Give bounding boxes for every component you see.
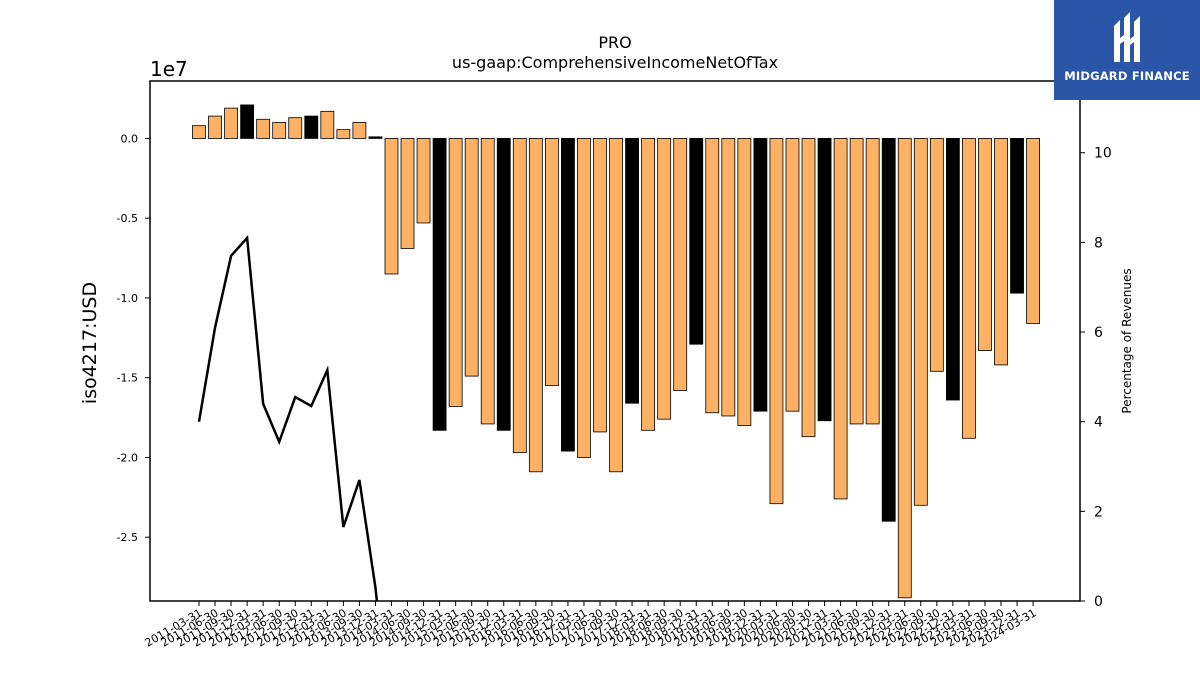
y2-tick-label: 2 [1094, 504, 1103, 520]
bar-2012-03-31 [256, 118, 271, 139]
bar-2012-06-30 [272, 122, 287, 139]
bar-2011-12-31 [240, 104, 255, 139]
y2-tick-label: 6 [1094, 325, 1103, 341]
y2-tick-label: 0 [1094, 594, 1103, 610]
bar-2020-09-30 [801, 138, 816, 438]
revenue-pct-line [197, 234, 379, 601]
y2-tick-label: 4 [1094, 415, 1103, 431]
y-tick-label: -2.5 [117, 531, 138, 544]
bar-2015-09-30 [480, 138, 495, 425]
y-tick-label: 0.0 [121, 132, 139, 145]
y2-tick-label: 10 [1094, 146, 1112, 162]
y2-axis-ticks: 0 2 4 6 8 10 [1080, 146, 1112, 610]
bar-2012-09-30 [288, 117, 303, 139]
bar-series [192, 104, 1040, 599]
y-axis-scale-label: 1e7 [150, 57, 188, 81]
bar-2014-03-31 [384, 138, 399, 275]
chart-subtitle: us-gaap:ComprehensiveIncomeNetOfTax [452, 53, 778, 72]
bar-2018-12-31 [689, 138, 704, 345]
logo-text: MIDGARD FINANCE [1064, 69, 1190, 83]
bar-2020-06-30 [785, 138, 800, 412]
y-axis-label: iso4217:USD [79, 282, 101, 404]
bar-2019-09-30 [737, 138, 752, 426]
bar-2021-09-30 [865, 138, 880, 425]
midgard-finance-logo: MIDGARD FINANCE [1054, 0, 1200, 100]
bar-2023-03-31 [962, 138, 976, 439]
midgard-logo-icon [1114, 12, 1140, 62]
bar-2016-06-30 [528, 138, 543, 473]
revenue-pct-line-path [197, 234, 379, 601]
bar-2021-03-31 [833, 138, 848, 500]
bar-2022-09-30 [929, 138, 944, 372]
y2-tick-label: 8 [1094, 235, 1103, 251]
bar-2015-06-30 [464, 138, 479, 377]
bar-2016-03-31 [512, 138, 527, 454]
bar-2017-09-30 [609, 138, 623, 473]
bar-2022-06-30 [913, 138, 928, 506]
bar-2019-06-30 [721, 138, 736, 417]
y2-axis-label: Percentage of Revenues [1120, 268, 1134, 413]
y-tick-label: -2.0 [117, 451, 138, 464]
bar-2017-03-31 [577, 138, 591, 458]
bar-2011-09-30 [224, 107, 238, 139]
bar-2014-09-30 [416, 138, 431, 224]
bar-2018-03-31 [641, 138, 656, 431]
bar-2018-09-30 [673, 138, 688, 391]
y-tick-label: -0.5 [117, 212, 138, 225]
bar-2019-03-31 [705, 138, 720, 414]
x-axis-ticks: 2011-03-312011-06-302011-09-302011-12-31… [143, 601, 1039, 650]
bar-2022-12-31 [945, 138, 960, 401]
bar-2016-09-30 [544, 138, 559, 387]
bar-2015-03-31 [448, 138, 463, 407]
y-tick-label: -1.5 [117, 372, 138, 385]
bar-2017-06-30 [593, 138, 607, 433]
bar-2013-09-30 [352, 122, 367, 139]
y-axis-ticks: 0.0 -0.5 -1.0 -1.5 -2.0 -2.5 [117, 132, 150, 544]
bar-2023-12-31 [1010, 138, 1024, 294]
bar-2021-12-31 [881, 138, 896, 522]
bar-2013-12-31 [368, 136, 383, 139]
bar-2018-06-30 [657, 138, 672, 420]
bar-2016-12-31 [561, 138, 575, 452]
chart-title: PRO [598, 33, 631, 52]
bar-2020-12-31 [817, 138, 832, 422]
bar-2011-06-30 [208, 115, 222, 139]
bar-2013-06-30 [336, 129, 351, 139]
bar-2011-03-31 [192, 125, 206, 139]
bar-2022-03-31 [897, 138, 912, 599]
y-tick-label: -1.0 [117, 292, 138, 305]
bar-2014-12-31 [432, 138, 447, 431]
bar-2021-06-30 [849, 138, 864, 425]
bar-2013-03-31 [320, 110, 335, 139]
bar-2012-12-31 [304, 115, 319, 139]
bar-2017-12-31 [625, 138, 639, 404]
bar-2020-03-31 [769, 138, 784, 505]
bar-2015-12-31 [496, 138, 511, 431]
bar-2014-06-30 [400, 138, 415, 249]
bar-2023-09-30 [994, 138, 1008, 366]
bar-2024-03-31 [1026, 138, 1040, 324]
plot-frame [149, 80, 1081, 602]
bar-2019-12-31 [753, 138, 768, 412]
bar-2023-06-30 [978, 138, 992, 351]
